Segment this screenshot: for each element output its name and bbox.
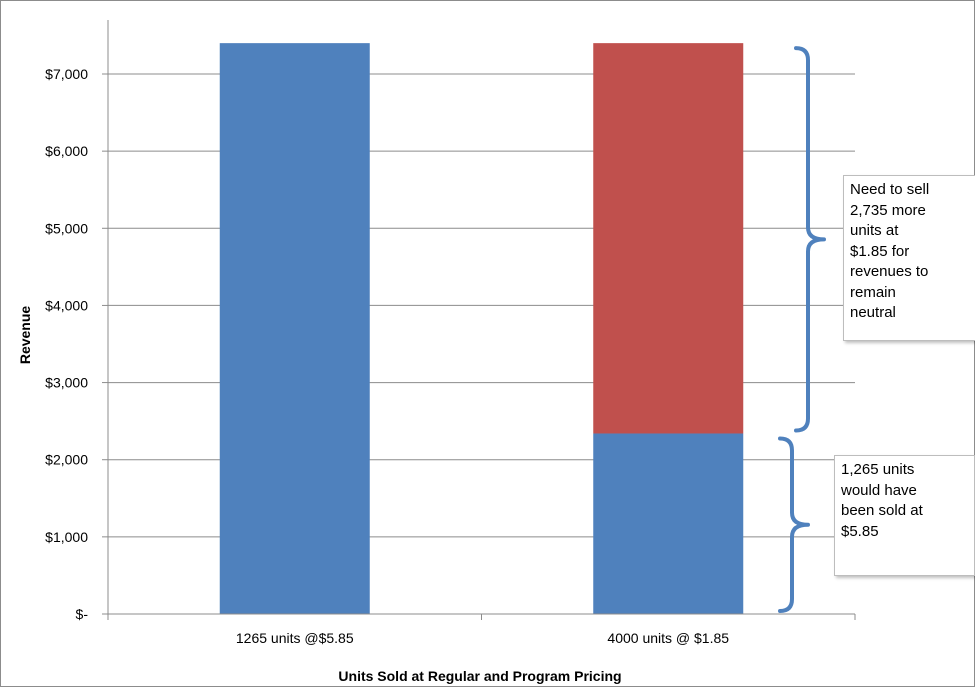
x-tick-label: 1265 units @$5.85	[236, 630, 354, 646]
y-tick-label: $-	[76, 606, 89, 622]
annotation-box-units-would-have-sold: 1,265 units would have been sold at $5.8…	[834, 455, 975, 576]
y-tick-label: $3,000	[45, 375, 88, 391]
curly-brace	[794, 46, 826, 433]
bar-segment	[219, 43, 370, 614]
braces	[778, 46, 826, 613]
y-tick-label: $1,000	[45, 529, 88, 545]
bar-segment	[593, 433, 744, 614]
y-axis-title: Revenue	[17, 306, 33, 365]
y-tick-label: $4,000	[45, 297, 88, 313]
y-tick-label: $6,000	[45, 143, 88, 159]
bars	[219, 43, 744, 614]
curly-brace	[778, 436, 810, 613]
y-tick-label: $5,000	[45, 220, 88, 236]
x-tick-label: 4000 units @ $1.85	[607, 630, 729, 646]
y-tick-label: $2,000	[45, 452, 88, 468]
bar-segment	[593, 43, 744, 434]
x-axis-title: Units Sold at Regular and Program Pricin…	[338, 668, 621, 684]
axes: $- $1,000 $2,000 $3,000 $4,000 $5,000 $6,000 $7…	[45, 20, 856, 646]
annotation-box-need-to-sell: Need to sell 2,735 more units at $1.85 f…	[843, 175, 975, 341]
y-tick-label: $7,000	[45, 66, 88, 82]
